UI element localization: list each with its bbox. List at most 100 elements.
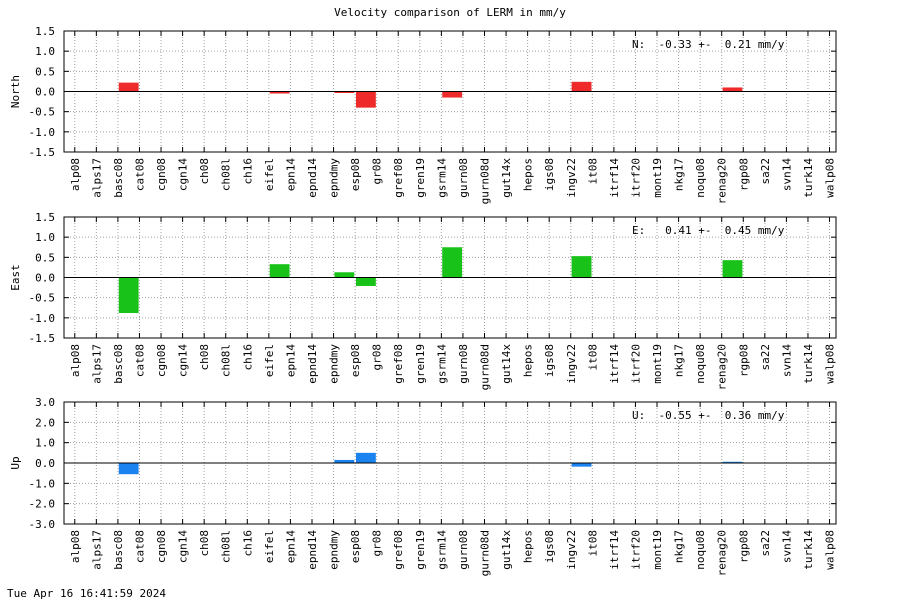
y-tick-label: 1.0: [35, 437, 55, 450]
x-tick-label: alps17: [90, 158, 103, 198]
bar-esp08: [355, 452, 376, 463]
y-tick-label: -0.5: [29, 106, 56, 119]
y-tick-label: 1.5: [35, 25, 55, 38]
x-tick-label: turk14: [802, 530, 815, 570]
x-tick-label: epndmy: [328, 158, 341, 198]
x-tick-label: cat08: [133, 530, 146, 563]
x-tick-label: cgn14: [177, 158, 190, 191]
x-tick-label: eifel: [263, 530, 276, 563]
plot-frame: [63, 401, 837, 525]
x-tick-label: hepos: [522, 344, 535, 377]
x-tick-label: gref08: [392, 530, 405, 570]
x-tick-label: svn14: [780, 344, 793, 377]
bar-renag20: [722, 87, 743, 92]
x-tick-label: ch16: [241, 530, 254, 557]
x-tick-label: alps17: [90, 344, 103, 384]
x-tick-label: it08: [586, 530, 599, 557]
x-tick-label: cgn14: [177, 344, 190, 377]
x-tick-label: sa22: [759, 344, 772, 371]
y-axis-label: Up: [9, 456, 22, 469]
y-tick-label: 0.5: [35, 251, 55, 264]
x-tick-label: it08: [586, 158, 599, 185]
x-tick-label: ch16: [241, 344, 254, 371]
x-tick-label: basc08: [112, 344, 125, 384]
bar-eifel: [269, 264, 290, 278]
y-tick-label: -3.0: [29, 518, 56, 531]
x-tick-label: gsrm14: [435, 344, 448, 384]
x-tick-label: noqu08: [694, 158, 707, 198]
x-tick-label: eifel: [263, 344, 276, 377]
x-tick-label: ch08l: [220, 344, 233, 377]
bar-renag20: [722, 260, 743, 278]
x-tick-label: cgn14: [177, 530, 190, 563]
y-tick-label: -0.5: [29, 292, 56, 305]
y-tick-label: 0.0: [35, 86, 55, 99]
x-tick-label: nkg17: [673, 344, 686, 377]
x-tick-label: gref08: [392, 158, 405, 198]
chart-panel-up: 3.0 2.0 1.0 0.0 -1.0 -2.0 -3.0 alp08 alps17 basc0…: [9, 396, 837, 576]
stats-annotation: U: -0.55 +- 0.36 mm/y: [632, 409, 785, 422]
bar-esp08: [355, 91, 376, 108]
x-tick-label: walp08: [824, 530, 837, 570]
bar-epndmy: [334, 91, 355, 93]
x-tick-label: cat08: [133, 344, 146, 377]
x-tick-label: igs08: [543, 344, 556, 377]
x-tick-label: turk14: [802, 344, 815, 384]
x-tick-label: basc08: [112, 530, 125, 570]
y-tick-label: -1.5: [29, 146, 56, 159]
y-axis-label: North: [9, 75, 22, 108]
bar-ingv22: [571, 256, 592, 278]
x-tick-label: igs08: [543, 158, 556, 191]
x-tick-label: gsrm14: [435, 530, 448, 570]
x-tick-label: alp08: [69, 158, 82, 191]
bar-epndmy: [334, 272, 355, 278]
x-tick-label: gr08: [371, 158, 384, 185]
x-tick-label: sa22: [759, 158, 772, 185]
y-tick-label: -1.5: [29, 332, 56, 345]
chart-panel-north: 1.5 1.0 0.5 0.0 -0.5 -1.0 -1.5 alp08 alps17 basc0…: [9, 25, 837, 204]
stats-annotation: N: -0.33 +- 0.21 mm/y: [632, 38, 785, 51]
timestamp: Tue Apr 16 16:41:59 2024: [7, 587, 166, 600]
x-tick-label: itrf14: [608, 530, 621, 570]
x-tick-label: epndmy: [328, 344, 341, 384]
x-tick-label: gurn08d: [479, 158, 492, 204]
x-tick-label: gurn08: [457, 344, 470, 384]
plot-frame: [63, 30, 837, 153]
bar-epndmy: [334, 459, 355, 463]
x-tick-label: gurn08d: [479, 530, 492, 576]
x-tick-label: noqu08: [694, 530, 707, 570]
x-tick-label: cgn08: [155, 158, 168, 191]
x-tick-label: renag20: [716, 158, 729, 204]
x-tick-label: gr08: [371, 530, 384, 557]
x-tick-label: epnd14: [306, 530, 319, 570]
x-tick-label: gren19: [414, 344, 427, 384]
bar-basc08: [118, 82, 139, 92]
x-tick-label: esp08: [349, 530, 362, 563]
x-tick-label: it08: [586, 344, 599, 371]
x-tick-label: nkg17: [673, 158, 686, 191]
x-tick-label: ingv22: [565, 530, 578, 570]
x-tick-label: gut14x: [500, 530, 513, 570]
x-tick-label: igs08: [543, 530, 556, 563]
x-tick-label: hepos: [522, 158, 535, 191]
x-tick-label: esp08: [349, 158, 362, 191]
x-tick-label: alp08: [69, 530, 82, 563]
bar-basc08: [118, 277, 139, 313]
x-tick-label: noqu08: [694, 344, 707, 384]
y-tick-label: -1.0: [29, 477, 56, 490]
x-tick-label: epndmy: [328, 530, 341, 570]
x-tick-label: gref08: [392, 344, 405, 384]
bar-ingv22: [571, 81, 592, 92]
x-tick-label: ch08: [198, 530, 211, 557]
y-tick-label: 1.0: [35, 231, 55, 244]
x-tick-label: epn14: [284, 344, 297, 377]
x-tick-label: gurn08: [457, 158, 470, 198]
x-tick-label: gut14x: [500, 158, 513, 198]
x-tick-label: alp08: [69, 344, 82, 377]
x-tick-label: mont19: [651, 158, 664, 198]
x-tick-label: ingv22: [565, 344, 578, 384]
bar-gsrm14: [442, 91, 463, 98]
x-tick-label: itrf14: [608, 158, 621, 198]
y-tick-label: 0.5: [35, 65, 55, 78]
